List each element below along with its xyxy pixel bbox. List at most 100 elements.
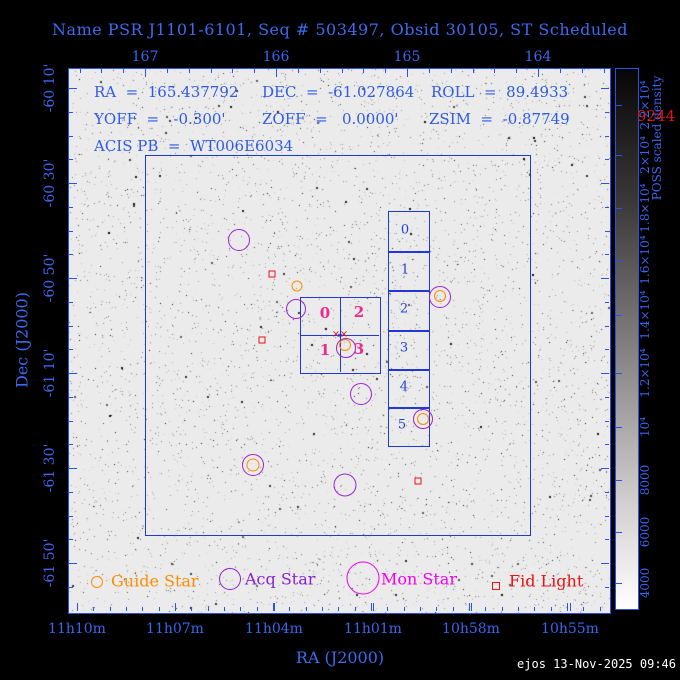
fid-light-legend-icon (492, 582, 500, 590)
x-axis-bottom-tick (485, 607, 487, 611)
x-axis-top-tick (101, 69, 103, 73)
ra-value: RA = 165.437792 (94, 83, 239, 101)
colorbar-tick (616, 155, 622, 156)
aimpoint-x-marker: × (331, 329, 341, 340)
colorbar-title: POSS scaled density (650, 75, 664, 201)
y-axis-right-tick (605, 254, 609, 256)
y-axis-left-tick (69, 373, 77, 374)
y-axis-left-tick (69, 539, 73, 541)
y-axis-tick-label: -61 30' (42, 443, 58, 493)
y-axis-left-tick (69, 230, 73, 232)
x-axis-bottom-tick (305, 607, 307, 611)
x-axis-bottom-tick (567, 603, 568, 611)
x-axis-bottom-tick (570, 603, 571, 611)
y-axis-left-tick (69, 159, 73, 161)
y-axis-tick-label: -61 10' (42, 348, 58, 398)
x-axis-top-tick-label: 165 (393, 49, 421, 65)
acis-s-chip (388, 330, 430, 371)
y-axis-tick-label: -60 50' (42, 253, 58, 303)
x-axis-bottom-tick (420, 607, 421, 611)
x-axis-bottom-tick (518, 607, 519, 611)
y-axis-right-tick (605, 586, 609, 588)
acis-i-chip-label: 0 (319, 304, 331, 322)
acis-s-chip (388, 369, 430, 409)
y-axis-right-tick (605, 420, 609, 422)
acis-s-chip-label: 5 (397, 417, 407, 433)
x-axis-top-tick (363, 69, 365, 73)
x-axis-bottom-tick (274, 603, 275, 611)
fid-light-square (268, 270, 276, 278)
guide-star-legend-icon (91, 576, 103, 588)
x-axis-top-tick (581, 69, 583, 73)
acq-star-legend-label: Acq Star (245, 569, 316, 589)
x-axis-bottom-tick (354, 607, 356, 611)
y-axis-left-tick (69, 563, 77, 564)
acis-s-chip-label: 3 (399, 340, 409, 356)
y-axis-left-tick (69, 325, 73, 327)
guide-star-circle (291, 280, 303, 292)
x-axis-top-tick (123, 69, 125, 73)
x-axis-top-tick-label: 164 (524, 49, 552, 65)
x-axis-bottom-tick-label: 10h55m (541, 621, 599, 637)
colorbar-tick (616, 532, 622, 533)
y-axis-right-tick (601, 183, 609, 184)
zoff-value: ZOFF = 0.0000' (262, 110, 399, 128)
x-axis-top-tick (516, 69, 518, 73)
x-axis-bottom-tick-label: 11h04m (245, 621, 303, 637)
acq-star-legend-icon (219, 568, 241, 590)
x-axis-bottom-tick (452, 607, 454, 611)
y-axis-right-tick (605, 206, 609, 208)
x-axis-top-tick (210, 69, 212, 73)
y-axis-left-tick (69, 491, 73, 493)
y-axis-left-tick (69, 349, 73, 351)
acis-pb-value: ACIS PB = WT006E6034 (94, 137, 294, 155)
x-axis-top-tick-label: 166 (262, 49, 290, 65)
y-axis-right-tick (605, 444, 609, 446)
y-axis-right-tick (605, 491, 609, 493)
x-axis-top-tick (79, 69, 81, 73)
colorbar-tick-label: 1.4×10⁴ (638, 290, 652, 340)
fid-light-square (414, 477, 422, 485)
x-axis-bottom-tick-label: 11h01m (344, 621, 402, 637)
x-axis-bottom-tick (273, 603, 274, 611)
x-axis-top-tick (385, 69, 387, 73)
y-axis-left-tick (69, 254, 73, 256)
x-axis-top-tick (407, 69, 408, 77)
x-axis-bottom-tick (471, 603, 472, 611)
x-axis-top-tick (276, 69, 277, 77)
colorbar-tick-label: 10⁴ (638, 416, 652, 438)
y-axis-right-tick (605, 515, 609, 517)
acq-star-circle (228, 229, 250, 251)
y-axis-right-tick (605, 539, 609, 541)
y-axis-left-tick (69, 88, 77, 89)
y-axis-left-tick (69, 468, 77, 469)
x-axis-top-tick (297, 69, 299, 73)
x-axis-bottom-tick (387, 607, 389, 611)
y-axis-right-tick (605, 230, 609, 232)
acis-s-chip-label: 2 (399, 301, 409, 317)
x-axis-bottom-tick (109, 607, 111, 611)
x-axis-bottom-tick (322, 607, 323, 611)
mon-star-legend-label: Mon Star (381, 569, 457, 589)
x-axis-top-tick (341, 69, 343, 73)
x-axis-bottom-tick-label: 10h58m (442, 621, 500, 637)
y-axis-right-tick (605, 135, 609, 137)
y-axis-tick-label: -61 50' (42, 538, 58, 588)
x-axis-bottom-tick (338, 607, 340, 611)
y-axis-left-tick (69, 396, 73, 398)
y-axis-left-tick (69, 301, 73, 303)
y-axis-right-tick (601, 88, 609, 89)
yoff-value: YOFF = -0.300' (94, 110, 226, 128)
acis-s-chip (388, 407, 430, 447)
poss-density-colorbar (615, 68, 639, 610)
acis-i-outline (300, 297, 381, 374)
y-axis-right-tick (605, 325, 609, 327)
acis-s-chip-label: 4 (399, 379, 409, 395)
x-axis-top-tick (538, 69, 539, 77)
acq-star-circle (333, 473, 357, 497)
x-axis-bottom-tick-label: 11h07m (146, 621, 204, 637)
star-id-overlay-text: 9244 (637, 107, 676, 125)
x-axis-bottom-tick (550, 607, 552, 611)
acis-i-divider-h (300, 334, 379, 336)
x-axis-bottom-tick-label: 11h10m (48, 621, 106, 637)
